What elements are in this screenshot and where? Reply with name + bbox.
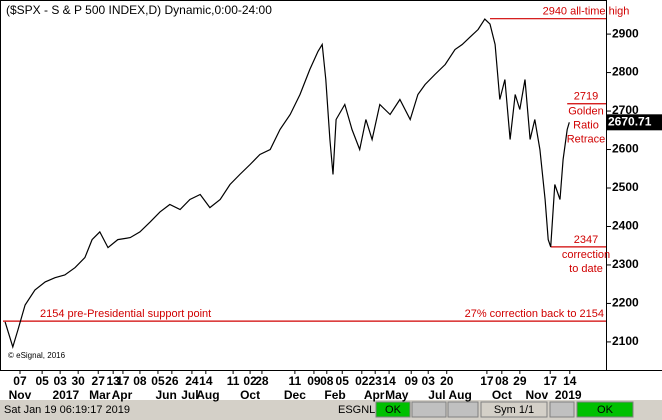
x-tick-label: 02	[243, 374, 257, 388]
x-tick-label: 14	[563, 374, 577, 388]
level-label: Golden	[568, 106, 603, 118]
x-month-label: Jul	[428, 388, 445, 402]
y-tick-label: 2600	[612, 142, 639, 156]
x-tick-label: 14	[199, 374, 213, 388]
x-tick-label: 27	[92, 374, 106, 388]
x-tick-label: 14	[382, 374, 396, 388]
y-tick-label: 2500	[612, 180, 639, 194]
level-label: 2719	[574, 91, 598, 103]
x-tick-label: 28	[255, 374, 269, 388]
y-tick-label: 2100	[612, 334, 639, 348]
x-tick-label: 13	[106, 374, 120, 388]
y-tick-label: 2400	[612, 219, 639, 233]
x-tick-label: 29	[513, 374, 527, 388]
x-tick-label: 05	[336, 374, 350, 388]
x-tick-label: 08	[133, 374, 147, 388]
status-box	[375, 401, 411, 418]
x-month-label: Nov	[9, 388, 32, 402]
last-price-tag	[606, 114, 662, 131]
status-ok: OK	[597, 404, 614, 416]
level-label: 2347	[574, 234, 598, 246]
level-label: 2940 all-time high	[543, 6, 630, 18]
level-label: correction	[562, 249, 610, 261]
last-price-label: 2670.71	[608, 114, 652, 128]
x-tick-label: 05	[35, 374, 49, 388]
x-tick-label: 17	[480, 374, 494, 388]
x-tick-label: 08	[495, 374, 509, 388]
x-tick-label: 23	[369, 374, 383, 388]
y-tick-label: 2800	[612, 65, 639, 79]
x-month-label: Dec	[284, 388, 306, 402]
status-box	[576, 401, 634, 418]
x-tick-label: 09	[405, 374, 419, 388]
x-month-label: Aug	[448, 388, 471, 402]
x-month-label: Nov	[525, 388, 548, 402]
status-datetime: Sat Jan 19 06:19:17 2019	[4, 404, 130, 416]
status-box	[480, 401, 548, 418]
level-label: to date	[569, 263, 603, 275]
copyright: © eSignal, 2016	[8, 351, 66, 360]
x-month-label: May	[385, 388, 409, 402]
x-tick-label: 11	[289, 374, 302, 388]
x-tick-label: 30	[71, 374, 85, 388]
x-month-label: Apr	[364, 388, 385, 402]
x-month-label: Oct	[240, 388, 260, 402]
x-month-label: Feb	[324, 388, 345, 402]
level-label: 2154 pre-Presidential support point	[40, 308, 211, 320]
x-tick-label: 03	[53, 374, 67, 388]
x-tick-label: 20	[440, 374, 454, 388]
chart-title: ($SPX - S & P 500 INDEX,D) Dynamic,0:00-…	[6, 3, 272, 17]
x-month-label: Jun	[156, 388, 177, 402]
x-tick-label: 07	[13, 374, 27, 388]
status-box	[447, 401, 479, 418]
x-month-label: Jul	[181, 388, 198, 402]
x-tick-label: 05	[151, 374, 165, 388]
status-feed: ESGNL:	[338, 404, 378, 416]
y-tick-label: 2200	[612, 296, 639, 310]
x-tick-label: 08	[320, 374, 334, 388]
status-box	[549, 401, 575, 418]
y-tick-label: 2900	[612, 26, 639, 40]
x-tick-label: 17	[544, 374, 558, 388]
level-label: Retrace	[567, 134, 606, 146]
y-tick-label: 2700	[612, 103, 639, 117]
status-feed-ok: OK	[385, 404, 402, 416]
x-month-label: Oct	[492, 388, 512, 402]
x-month-label: Mar	[89, 388, 111, 402]
status-symbols: Sym 1/1	[494, 404, 534, 416]
x-tick-label: 11	[227, 374, 240, 388]
x-tick-label: 02	[355, 374, 369, 388]
x-tick-label: 26	[165, 374, 179, 388]
x-month-label: 2017	[52, 388, 79, 402]
status-box	[411, 401, 447, 418]
x-tick-label: 03	[422, 374, 436, 388]
x-tick-label: 09	[307, 374, 321, 388]
price-line	[4, 18, 570, 349]
x-month-label: Aug	[196, 388, 219, 402]
level-label: Ratio	[573, 120, 599, 132]
x-tick-label: 24	[185, 374, 199, 388]
y-tick-label: 2300	[612, 257, 639, 271]
level-label: 27% correction back to 2154	[465, 308, 604, 320]
x-month-label: 2019	[555, 388, 582, 402]
x-tick-label: 17	[116, 374, 130, 388]
x-month-label: Apr	[112, 388, 133, 402]
